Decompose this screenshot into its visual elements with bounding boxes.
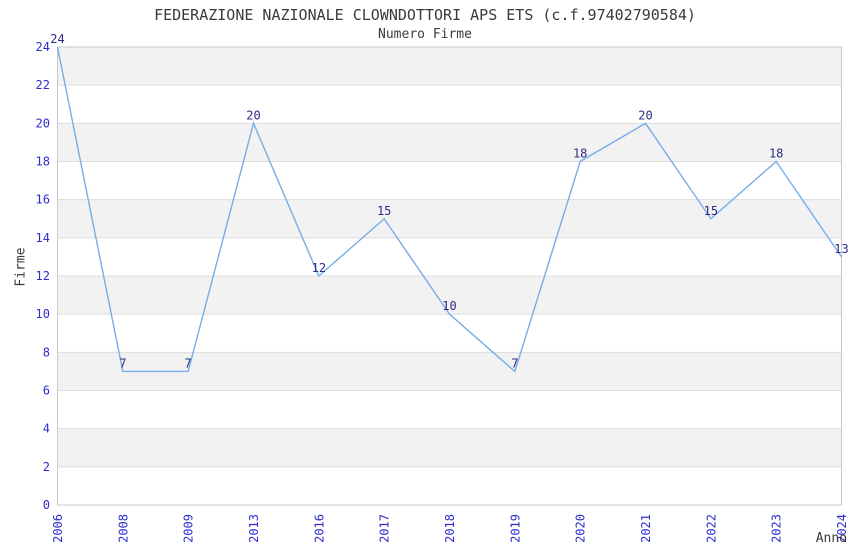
x-tick-label: 2024 (835, 514, 849, 543)
data-label: 7 (119, 356, 126, 370)
x-axis-label: Anno (815, 531, 847, 546)
data-label: 12 (312, 261, 326, 275)
y-tick-label: 20 (36, 116, 50, 130)
y-tick-label: 22 (36, 78, 50, 92)
y-tick-label: 8 (43, 345, 50, 359)
x-tick-label: 2017 (378, 514, 392, 543)
grid-band (57, 123, 842, 162)
y-tick-label: 6 (43, 384, 50, 398)
series-line (56, 46, 843, 373)
x-tick-label: 2019 (508, 514, 522, 543)
grid-band (57, 161, 842, 200)
x-tick-label: 2021 (639, 514, 653, 543)
grid-band (57, 47, 842, 86)
grid-band (57, 276, 842, 315)
y-tick-label: 0 (43, 498, 50, 512)
x-tick-label: 2016 (312, 514, 326, 543)
chart-subtitle: Numero Firme (378, 27, 472, 42)
grid-band (57, 390, 842, 429)
y-tick-label: 24 (36, 40, 50, 54)
data-label: 18 (573, 147, 587, 161)
data-label: 20 (638, 108, 652, 122)
data-label: 15 (704, 204, 718, 218)
grid-band (57, 314, 842, 353)
data-label: 13 (834, 242, 848, 256)
data-label: 18 (769, 147, 783, 161)
x-tick-label: 2018 (443, 514, 457, 543)
grid-band (57, 199, 842, 238)
x-tick-label: 2006 (51, 514, 65, 543)
y-tick-label: 12 (36, 269, 50, 283)
data-label: 7 (185, 356, 192, 370)
y-tick-label: 10 (36, 307, 50, 321)
y-tick-label: 18 (36, 155, 50, 169)
grid-band (57, 428, 842, 467)
data-label: 24 (50, 32, 64, 46)
plot-border (57, 46, 842, 506)
data-label: 7 (511, 356, 518, 370)
data-label: 10 (442, 299, 456, 313)
y-tick-label: 16 (36, 193, 50, 207)
data-label: 20 (246, 108, 260, 122)
x-tick-label: 2013 (247, 514, 261, 543)
x-tick-label: 2023 (770, 514, 784, 543)
chart-title: FEDERAZIONE NAZIONALE CLOWNDOTTORI APS E… (154, 6, 696, 24)
grid-band (57, 466, 842, 505)
data-label: 15 (377, 204, 391, 218)
grid-band (57, 237, 842, 276)
y-tick-label: 14 (36, 231, 50, 245)
y-tick-label: 4 (43, 422, 50, 436)
y-tick-label: 2 (43, 460, 50, 474)
x-tick-label: 2020 (574, 514, 588, 543)
x-tick-label: 2022 (704, 514, 718, 543)
x-tick-label: 2008 (116, 514, 130, 543)
x-tick-label: 2009 (182, 514, 196, 543)
grid-band (57, 85, 842, 124)
